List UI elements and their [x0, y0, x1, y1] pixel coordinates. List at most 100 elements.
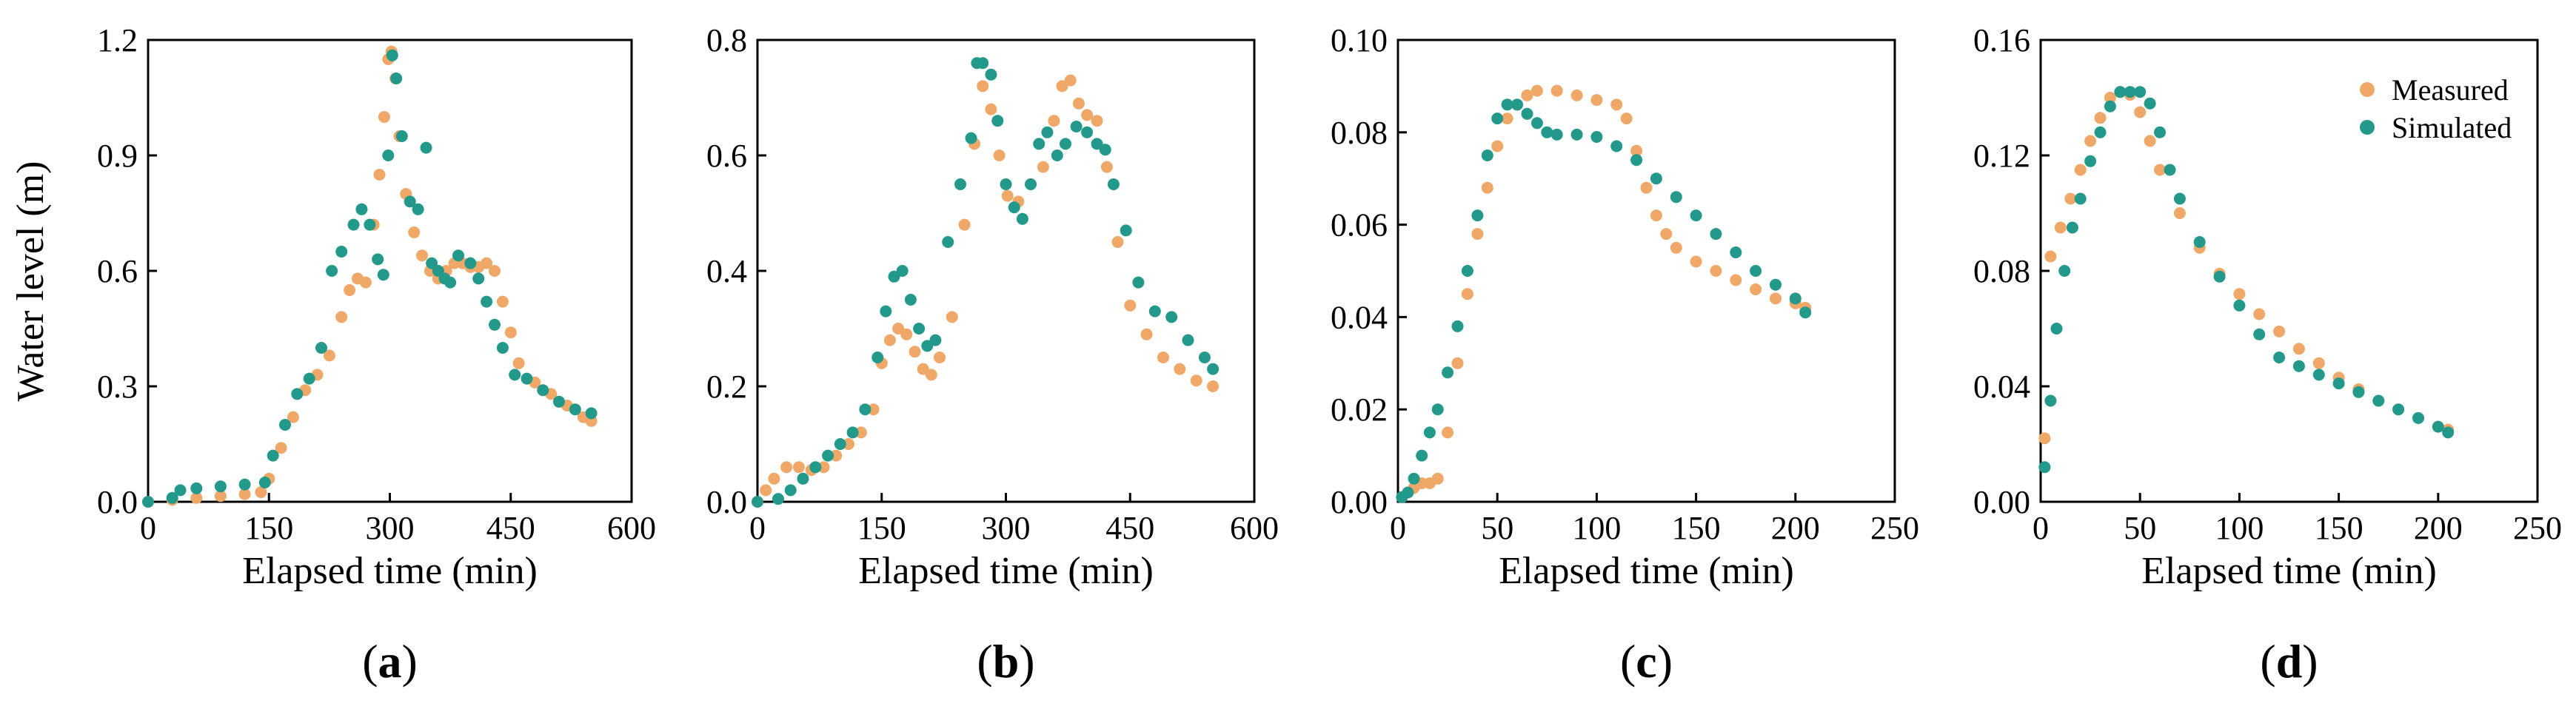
x-tick-label: 300 — [366, 510, 415, 546]
data-point-measured — [287, 411, 299, 423]
data-point-measured — [1451, 357, 1464, 369]
y-tick-label: 0.6 — [97, 253, 138, 289]
data-point-measured — [2104, 92, 2116, 104]
legend: Measured Simulated — [2360, 73, 2512, 144]
x-tick-label: 200 — [1771, 510, 1820, 546]
x-axis-title: Elapsed time (min) — [858, 550, 1154, 592]
data-point-simulated — [1442, 366, 1454, 379]
y-tick-label: 0.00 — [1331, 484, 1388, 520]
data-point-measured — [1174, 363, 1186, 375]
data-point-measured — [1056, 80, 1068, 93]
data-point-measured — [1072, 97, 1085, 110]
data-point-simulated — [1799, 306, 1812, 319]
y-tick-label: 0.00 — [1973, 484, 2030, 520]
data-point-simulated — [553, 395, 565, 408]
data-point-measured — [1048, 115, 1060, 127]
series-simulated — [142, 49, 598, 508]
data-point-simulated — [190, 482, 203, 494]
data-point-measured — [1710, 265, 1722, 277]
data-point-measured — [1491, 140, 1504, 152]
data-point-measured — [1570, 89, 1583, 101]
y-tick-label: 0.08 — [1973, 253, 2030, 289]
data-point-measured — [1660, 228, 1673, 241]
x-tick-label: 150 — [1672, 510, 1721, 546]
data-point-simulated — [238, 478, 251, 491]
data-point-measured — [1461, 288, 1473, 300]
data-point-measured — [2084, 135, 2097, 147]
data-point-simulated — [2213, 270, 2226, 283]
data-point-measured — [373, 169, 386, 181]
data-point-simulated — [1198, 352, 1211, 363]
data-point-simulated — [1541, 126, 1553, 138]
data-point-measured — [1630, 144, 1643, 157]
data-point-measured — [1481, 181, 1493, 194]
data-point-measured — [925, 369, 937, 381]
data-point-simulated — [954, 178, 966, 190]
data-point-simulated — [377, 269, 389, 281]
data-point-simulated — [1416, 449, 1428, 462]
data-point-measured — [2038, 432, 2051, 445]
data-point-simulated — [921, 340, 934, 352]
x-tick-label: 50 — [2124, 510, 2156, 546]
data-point-simulated — [2050, 323, 2063, 335]
data-point-measured — [946, 311, 958, 323]
data-point-simulated — [2124, 86, 2136, 98]
x-tick-label: 100 — [2215, 510, 2264, 546]
data-point-simulated — [1461, 265, 1473, 277]
data-point-simulated — [2134, 86, 2147, 98]
y-tick-label: 0.16 — [1973, 22, 2030, 58]
data-point-measured — [892, 323, 905, 335]
y-tick-label: 1.2 — [97, 22, 138, 58]
data-point-measured — [2134, 106, 2147, 118]
y-tick-label: 0.8 — [706, 22, 747, 58]
data-point-simulated — [1630, 154, 1643, 167]
data-point-measured — [2273, 325, 2286, 337]
data-point-measured — [2064, 192, 2077, 205]
data-point-simulated — [395, 130, 408, 142]
data-point-measured — [883, 334, 896, 346]
data-point-simulated — [2332, 377, 2345, 390]
data-point-simulated — [1099, 144, 1111, 156]
data-point-measured — [323, 349, 335, 362]
x-tick-label: 450 — [486, 510, 535, 546]
data-point-measured — [496, 295, 509, 308]
data-point-simulated — [1165, 311, 1178, 323]
data-point-simulated — [1182, 334, 1194, 346]
series-simulated — [1396, 98, 1812, 503]
y-axis-title-a: Water level (m) — [10, 161, 52, 402]
data-point-simulated — [279, 419, 291, 431]
data-point-measured — [958, 218, 971, 231]
data-point-simulated — [2292, 360, 2305, 372]
data-point-simulated — [1431, 403, 1444, 416]
data-point-simulated — [752, 496, 763, 508]
series-simulated — [752, 57, 1220, 508]
x-tick-label: 200 — [2414, 510, 2463, 546]
legend-label-simulated: Simulated — [2392, 111, 2512, 144]
data-point-measured — [2144, 135, 2156, 147]
data-point-simulated — [472, 272, 485, 285]
data-point-simulated — [2084, 155, 2097, 167]
data-point-simulated — [1423, 426, 1436, 439]
x-tick-label: 450 — [1105, 510, 1154, 546]
data-point-measured — [1124, 299, 1137, 312]
data-point-measured — [2154, 164, 2166, 176]
data-point-measured — [2253, 308, 2266, 320]
data-point-simulated — [904, 294, 917, 306]
x-axis-title: Elapsed time (min) — [1499, 550, 1794, 592]
data-point-simulated — [859, 403, 872, 416]
panel-letter: a — [378, 635, 402, 688]
data-point-simulated — [1008, 201, 1020, 214]
data-point-simulated — [2352, 386, 2365, 398]
data-point-simulated — [1081, 126, 1094, 138]
plot-frame — [147, 38, 633, 503]
data-point-simulated — [1091, 138, 1103, 150]
y-tick-label: 0.3 — [97, 369, 138, 405]
data-point-measured — [843, 438, 854, 450]
data-point-measured — [1521, 89, 1533, 101]
data-point-simulated — [2193, 236, 2206, 248]
data-point-simulated — [1770, 278, 1782, 291]
panel-letter: d — [2276, 635, 2303, 688]
data-point-measured — [2044, 250, 2057, 263]
data-point-simulated — [1481, 149, 1493, 161]
data-point-simulated — [991, 115, 1004, 127]
